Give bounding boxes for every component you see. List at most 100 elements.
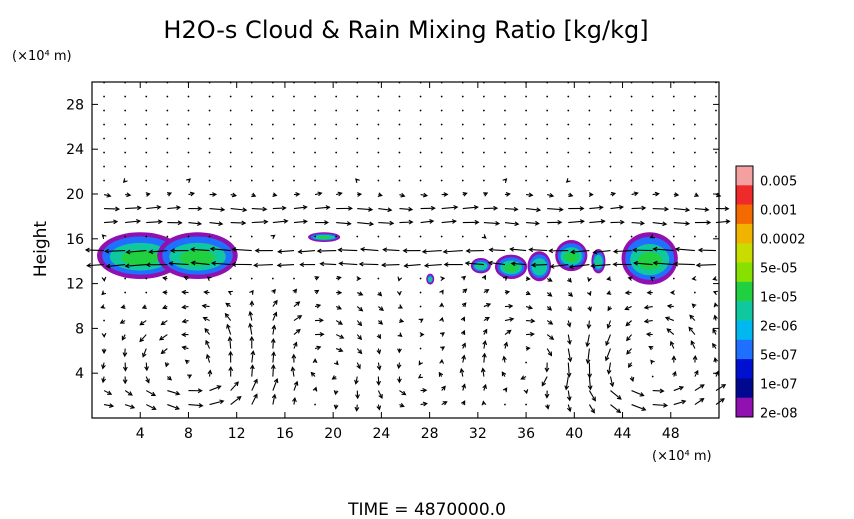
wind-vector [167,404,180,410]
vector-head [633,260,639,266]
vector-dot [187,151,190,154]
vector-head [197,388,203,394]
wind-vector [119,319,126,324]
vector-shaft [465,262,484,266]
vector-dot [103,319,105,322]
vector-dot [440,179,443,182]
vector-shaft [614,250,632,253]
wind-vector [504,329,512,336]
cloud-layer [474,261,488,271]
vector-head [442,401,448,406]
wind-vector [397,276,403,282]
wind-vector [356,306,364,312]
vector-shaft [87,264,105,267]
vector-head [227,336,233,342]
vector-shaft [272,352,275,363]
wind-vector [652,221,668,227]
vector-dot [504,235,506,238]
vector-dot [567,123,570,126]
vector-head [219,399,225,405]
vector-dot [377,165,380,168]
vector-head [588,192,594,197]
wind-vector [299,262,316,268]
vector-dot [715,123,717,126]
vector-head [567,306,572,312]
vector-shaft [715,220,730,224]
vector-head [587,276,592,283]
vector-shaft [399,221,413,224]
wind-vector [586,290,592,297]
vector-shaft [673,386,684,392]
wind-vector [104,206,121,212]
vector-head [181,289,187,295]
wind-vector [546,334,555,340]
vector-head [654,191,660,197]
vector-shaft [610,206,623,210]
vector-shaft [254,264,273,266]
vector-head [674,192,680,198]
wind-vector [652,388,665,394]
vector-head [181,332,187,338]
wind-vector [673,385,685,392]
wind-vector [338,261,358,266]
vector-dot [377,137,380,140]
vector-shaft [272,312,277,321]
vector-dot [293,277,295,280]
vector-head [513,206,519,212]
vector-head [396,290,402,296]
vector-head [122,366,128,372]
vector-head [201,303,207,309]
vector-dot [672,151,675,154]
vector-shaft [139,334,147,342]
vector-head [84,247,90,253]
vector-head [109,403,115,408]
vector-shaft [673,208,690,211]
vector-dot [482,109,485,112]
vector-head [501,371,507,377]
vector-dot [103,137,105,140]
vector-dot [651,151,654,154]
vector-head [493,205,499,211]
vector-dot [715,81,717,84]
vector-dot [356,95,359,98]
vector-head [381,262,386,268]
vector-shaft [510,248,527,252]
vector-dot [630,81,633,84]
wind-vector [545,404,550,410]
wind-vector [186,178,191,184]
vector-head [312,358,318,364]
wind-vector [292,396,297,405]
vector-dot [525,123,527,126]
vector-shaft [125,207,141,210]
cloud-region [555,240,588,272]
vector-dot [314,95,316,98]
vector-dot [419,165,422,168]
colorbar-swatch [736,262,753,283]
y-tick-label: 4 [75,366,84,382]
vector-head [356,364,361,370]
vector-head [481,400,487,406]
wind-vector [184,359,190,365]
vector-head [592,249,598,255]
vector-head [190,247,196,252]
wind-vector [209,221,224,227]
vector-head [570,249,576,255]
vector-dot [419,277,422,280]
wind-vector [356,334,363,341]
vector-head [272,192,278,197]
vector-dot [229,95,232,98]
vector-head [369,221,375,227]
vector-head [248,322,253,328]
wind-vector [230,207,248,213]
vector-shaft [567,362,570,377]
vector-dot [208,137,211,140]
vector-head [671,355,677,361]
wind-vector [293,315,303,322]
vector-dot [504,109,506,112]
vector-head [250,350,256,356]
vector-head [685,221,691,226]
vector-dot [693,81,696,84]
vector-dot [567,137,570,140]
vector-dot [145,165,148,168]
vector-dot [588,151,591,154]
